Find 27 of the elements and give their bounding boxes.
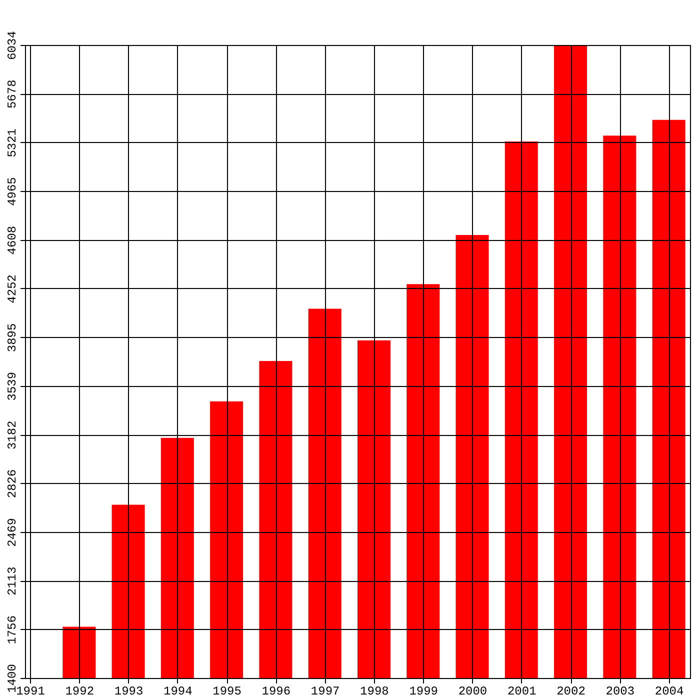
y-tick-label: 4252 — [6, 274, 20, 304]
x-tick-label: 1996 — [262, 684, 291, 698]
y-tick-label: 2113 — [6, 566, 20, 596]
x-tick-label: 1997 — [310, 684, 340, 698]
x-tick-label: 1994 — [164, 684, 192, 698]
x-tick-label: 1998 — [360, 684, 389, 698]
x-tick-label: 2004 — [654, 684, 684, 698]
x-tick-label: 1995 — [212, 684, 242, 698]
y-tick-label: 2826 — [6, 469, 20, 498]
x-tick-label: 2002 — [556, 684, 586, 698]
y-tick-label: 5321 — [6, 128, 20, 158]
y-tick-label: 5678 — [6, 80, 20, 109]
x-tick-label: 1991 — [16, 684, 45, 698]
y-tick-label: 3182 — [6, 420, 20, 450]
y-tick-label: 4608 — [6, 226, 20, 255]
x-tick-label: 1992 — [65, 684, 94, 698]
y-tick-label: 4965 — [6, 177, 20, 206]
y-tick-label: 3895 — [6, 323, 20, 352]
x-tick-label: 2001 — [507, 684, 536, 698]
y-tick-label: 2469 — [6, 518, 20, 547]
x-tick-label: 2000 — [458, 684, 488, 698]
y-tick-label: 1756 — [6, 615, 20, 644]
x-tick-label: 1993 — [114, 684, 144, 698]
x-tick-label: 2003 — [606, 684, 635, 698]
y-tick-label: 6034 — [6, 31, 20, 60]
x-tick-label: 1999 — [409, 684, 438, 698]
y-tick-label: 3539 — [6, 372, 20, 401]
